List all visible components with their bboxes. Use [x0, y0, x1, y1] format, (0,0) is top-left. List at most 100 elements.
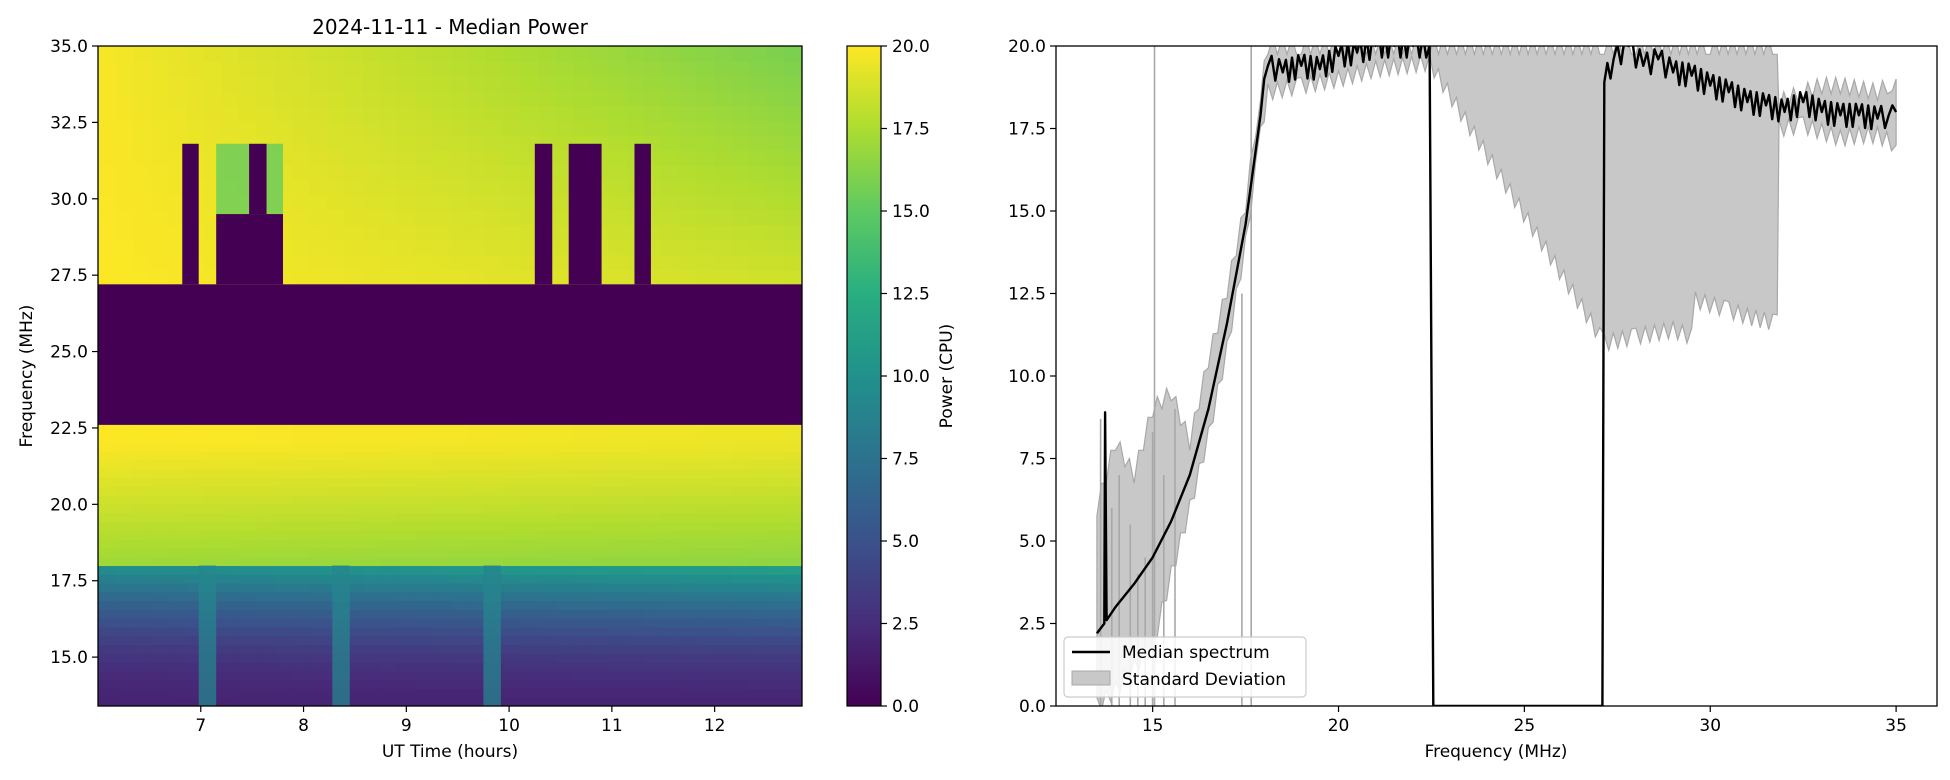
heatmap-cell	[784, 254, 802, 271]
heatmap-cell	[291, 530, 310, 540]
heatmap-cell	[538, 512, 557, 523]
heatmap-cell	[115, 254, 134, 271]
heatmap-cell	[256, 697, 275, 706]
heatmap-cell	[379, 662, 398, 672]
heatmap-cell	[450, 495, 469, 505]
heatmap-cell	[731, 424, 750, 435]
heatmap-cell	[203, 468, 222, 479]
heatmap-cell	[133, 626, 152, 637]
heatmap-cell	[274, 512, 293, 523]
heatmap-cell	[696, 653, 715, 663]
heatmap-cell	[731, 433, 750, 444]
heatmap-cell	[502, 120, 521, 136]
heatmap-cell	[150, 46, 169, 62]
heatmap-cell	[661, 209, 680, 226]
heatmap-cell	[714, 556, 733, 567]
heatmap-cell	[133, 224, 152, 241]
heatmap-cell	[784, 697, 802, 706]
heatmap-cell	[661, 165, 680, 181]
heatmap-cell	[467, 433, 486, 444]
heatmap-cell	[731, 239, 750, 256]
heatmap-cell	[186, 618, 205, 628]
heatmap-cell	[573, 60, 592, 77]
heatmap-cell	[749, 105, 768, 122]
heatmap-cell	[714, 442, 733, 452]
heatmap-cell	[784, 424, 802, 435]
heatmap-cell	[150, 150, 169, 166]
heatmap-cell	[168, 670, 187, 681]
heatmap-cell	[731, 574, 750, 584]
heatmap-cell	[502, 194, 521, 211]
heatmap-cell	[731, 583, 750, 593]
heatmap-cell	[467, 697, 486, 706]
heatmap-cell	[133, 120, 152, 136]
heatmap-cell	[274, 618, 293, 628]
heatmap-cell	[274, 105, 293, 122]
heatmap-cell	[520, 600, 539, 610]
heatmap-cell	[133, 460, 152, 470]
heatmap-cell	[749, 565, 768, 575]
heatmap-cell	[186, 679, 205, 690]
legend-std-label: Standard Deviation	[1122, 670, 1286, 690]
heatmap-cell	[150, 574, 169, 584]
heatmap-cell	[98, 591, 117, 602]
heatmap-cell	[397, 670, 416, 681]
heatmap-cell	[168, 626, 187, 637]
heatmap-cell	[538, 609, 557, 619]
heatmap-cell	[168, 165, 187, 181]
heatmap-cell	[784, 60, 802, 77]
heatmap-cell	[696, 486, 715, 496]
heatmap-cell	[221, 433, 240, 444]
heatmap-cell	[256, 495, 275, 505]
heatmap-cell	[344, 486, 363, 496]
heatmap-cell	[186, 521, 205, 531]
heatmap-cell	[731, 565, 750, 575]
heatmap-cell	[626, 90, 645, 107]
heatmap-cell	[326, 547, 345, 558]
heatmap-cell	[520, 539, 539, 549]
heatmap-cell	[573, 503, 592, 514]
heatmap-cell	[714, 539, 733, 549]
heatmap-cell	[221, 468, 240, 479]
heatmap-cell	[186, 90, 205, 107]
heatmap-cell	[150, 468, 169, 479]
heatmap-cell	[538, 600, 557, 610]
heatmap-cell	[573, 591, 592, 602]
colorbar-tick-label: 10.0	[892, 367, 930, 387]
heatmap-cell	[661, 609, 680, 619]
heatmap-cell	[397, 495, 416, 505]
heatmap-cell	[502, 521, 521, 531]
heatmap-cell	[520, 180, 539, 196]
heatmap-cell	[238, 46, 257, 62]
heatmap-cell	[450, 180, 469, 196]
heatmap-cell	[168, 495, 187, 505]
heatmap-cell	[766, 583, 785, 593]
heatmap-cell	[98, 269, 117, 285]
heatmap-cell	[626, 486, 645, 496]
spectrum-y-tick-label: 5.0	[1019, 532, 1046, 552]
heatmap-cell	[714, 626, 733, 637]
heatmap-cell	[98, 194, 117, 211]
heatmap-cell	[98, 556, 117, 567]
heatmap-cell	[502, 495, 521, 505]
heatmap-cell	[749, 269, 768, 285]
heatmap-cell	[590, 635, 609, 646]
heatmap-cell	[661, 254, 680, 271]
heatmap-cell	[590, 512, 609, 523]
heatmap-cell	[678, 165, 697, 181]
heatmap-cell	[414, 165, 433, 181]
heatmap-cell	[238, 539, 257, 549]
heatmap-cell	[643, 90, 662, 107]
heatmap-cell	[397, 556, 416, 567]
heatmap-cell	[608, 194, 627, 211]
heatmap-cell	[538, 442, 557, 452]
heatmap-cell	[590, 451, 609, 461]
heatmap-cell	[784, 477, 802, 487]
heatmap-cell	[590, 653, 609, 663]
heatmap-cell	[344, 75, 363, 92]
heatmap-cell	[520, 254, 539, 271]
heatmap-cell	[397, 574, 416, 584]
heatmap-cell	[766, 120, 785, 136]
heatmap-cell	[538, 424, 557, 435]
heatmap-cell	[749, 90, 768, 107]
